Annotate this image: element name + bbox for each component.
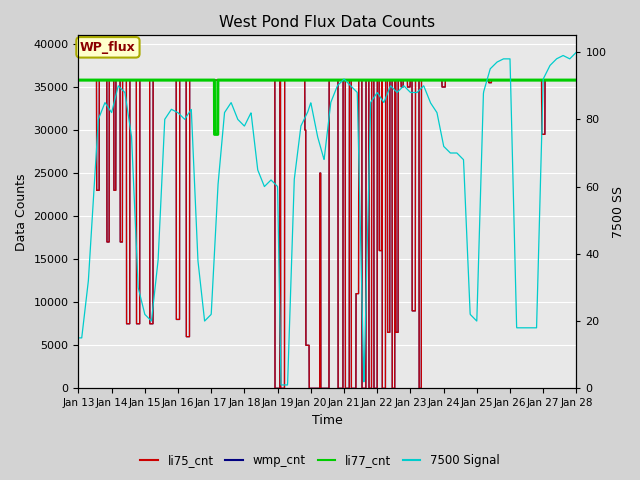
Text: WP_flux: WP_flux <box>80 41 136 54</box>
Y-axis label: 7500 SS: 7500 SS <box>612 186 625 238</box>
Legend: li75_cnt, wmp_cnt, li77_cnt, 7500 Signal: li75_cnt, wmp_cnt, li77_cnt, 7500 Signal <box>136 449 504 472</box>
Title: West Pond Flux Data Counts: West Pond Flux Data Counts <box>220 15 435 30</box>
X-axis label: Time: Time <box>312 414 343 427</box>
Y-axis label: Data Counts: Data Counts <box>15 173 28 251</box>
